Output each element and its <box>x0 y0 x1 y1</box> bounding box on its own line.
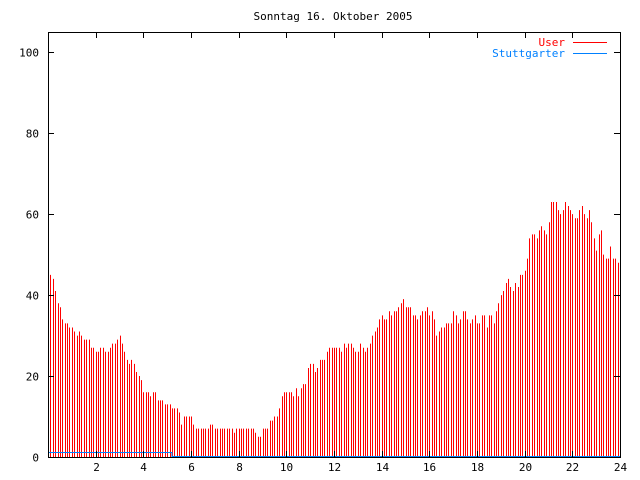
y-tick-label: 60 <box>26 209 39 222</box>
legend-label: Stuttgarter <box>492 47 565 60</box>
stuttgarter-series <box>48 452 620 457</box>
y-tick-label: 20 <box>26 371 39 384</box>
y-tick-label: 40 <box>26 290 39 303</box>
x-tick-label: 12 <box>328 461 341 474</box>
legend-label: User <box>539 36 566 49</box>
x-tick-label: 24 <box>614 461 628 474</box>
stuttgarter-line <box>48 452 620 457</box>
chart-title: Sonntag 16. Oktober 2005 <box>254 10 413 23</box>
x-tick-label: 8 <box>236 461 243 474</box>
y-tick-label: 0 <box>32 452 39 465</box>
x-tick-label: 14 <box>376 461 390 474</box>
x-tick-label: 18 <box>471 461 484 474</box>
x-tick-label: 2 <box>93 461 100 474</box>
x-tick-label: 10 <box>280 461 293 474</box>
y-tick-label: 80 <box>26 128 39 141</box>
x-tick-label: 22 <box>566 461 579 474</box>
x-tick-label: 16 <box>423 461 436 474</box>
y-tick-label: 100 <box>19 47 39 60</box>
x-tick-label: 6 <box>188 461 195 474</box>
user-series <box>48 202 619 457</box>
x-tick-label: 4 <box>140 461 147 474</box>
x-tick-label: 20 <box>519 461 532 474</box>
